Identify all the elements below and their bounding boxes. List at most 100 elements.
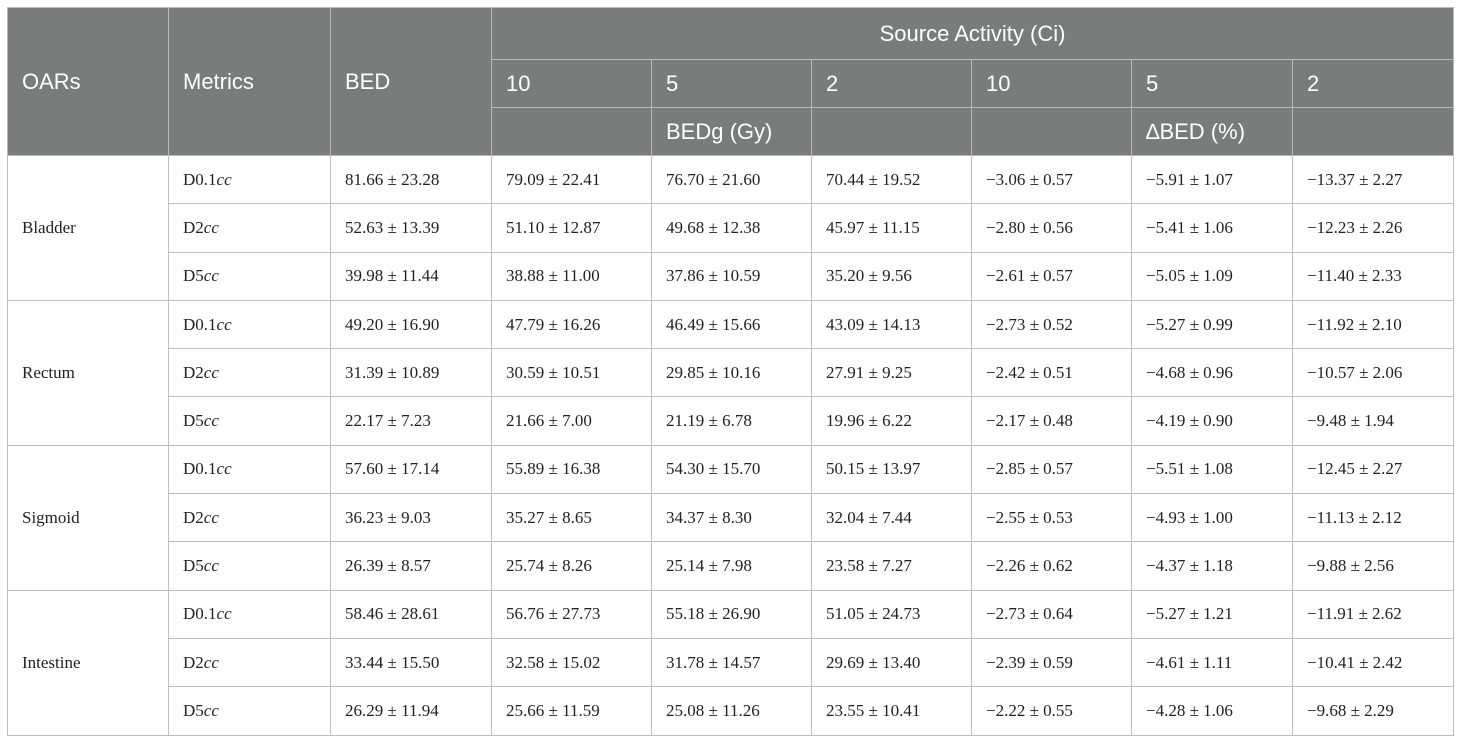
value-cell: 36.23 ± 9.03 [330, 493, 492, 543]
value-cell: 23.55 ± 10.41 [811, 686, 972, 736]
metric-prefix: D0.1 [183, 459, 217, 479]
header-activity: 10 [971, 59, 1132, 108]
value-cell: 22.17 ± 7.23 [330, 396, 492, 446]
header-bedg: BEDg (Gy) [651, 107, 812, 156]
metric-prefix: D2 [183, 217, 204, 237]
metric-unit: cc [203, 507, 219, 527]
table-row: D5cc 26.29 ± 11.94 25.66 ± 11.59 25.08 ± 11… [8, 686, 1455, 736]
header-blank [491, 107, 652, 156]
value-cell: 58.46 ± 28.61 [330, 589, 492, 639]
value-cell: 25.08 ± 11.26 [651, 686, 812, 736]
value-cell: −2.85 ± 0.57 [971, 444, 1132, 495]
metric-cell: D2cc [168, 637, 331, 688]
value-cell: −11.91 ± 2.62 [1291, 589, 1455, 639]
value-cell: 76.70 ± 21.60 [651, 154, 812, 205]
value-cell: −3.06 ± 0.57 [971, 154, 1132, 205]
value-cell: 47.79 ± 16.26 [491, 299, 652, 350]
value-cell: 35.20 ± 9.56 [811, 251, 972, 301]
value-cell: −5.91 ± 1.07 [1131, 154, 1293, 205]
value-cell: 26.29 ± 11.94 [330, 686, 492, 736]
metric-unit: cc [216, 604, 232, 624]
value-cell: 46.49 ± 15.66 [651, 299, 812, 350]
table-row: D5cc 39.98 ± 11.44 38.88 ± 11.00 37.86 ± 10… [8, 251, 1455, 301]
header-bed: BED [330, 7, 492, 156]
value-cell: −2.55 ± 0.53 [971, 493, 1132, 543]
metric-prefix: D0.1 [183, 314, 217, 334]
metric-cell: D5cc [168, 686, 331, 736]
table-row: Bladder D0.1cc 81.66 ± 23.28 79.09 ± 22.41 7… [7, 154, 1455, 301]
metric-prefix: D2 [183, 507, 204, 527]
value-cell: 34.37 ± 8.30 [651, 493, 812, 543]
value-cell: 31.39 ± 10.89 [330, 348, 492, 398]
table-header: OARs Metrics BED Source Activity (Ci) 10… [7, 7, 1455, 156]
value-cell: 31.78 ± 14.57 [651, 637, 812, 688]
value-cell: −5.27 ± 1.21 [1131, 589, 1293, 639]
value-cell: −2.73 ± 0.52 [971, 299, 1132, 350]
value-cell: 25.14 ± 7.98 [651, 541, 812, 591]
table-row: Rectum D0.1 cc 49.20 ± 16.90 47.79 ± 16.26 46… [7, 299, 1455, 446]
metric-prefix: D0.1 [183, 604, 217, 624]
metric-cell: D2cc [168, 203, 331, 253]
value-cell: 26.39 ± 8.57 [330, 541, 492, 591]
value-cell: −2.26 ± 0.62 [971, 541, 1132, 591]
value-cell: −10.41 ± 2.42 [1291, 637, 1455, 688]
value-cell: 49.20 ± 16.90 [330, 299, 492, 350]
value-cell: 57.60 ± 17.14 [330, 444, 492, 495]
value-cell: −5.51 ± 1.08 [1131, 444, 1293, 495]
value-cell: 70.44 ± 19.52 [811, 154, 972, 205]
metric-prefix: D5 [183, 266, 204, 286]
header-activity: 10 [491, 59, 652, 108]
value-cell: −4.61 ± 1.11 [1131, 637, 1293, 688]
header-activity: 5 [1131, 59, 1293, 108]
value-cell: −5.05 ± 1.09 [1131, 251, 1293, 301]
value-cell: 27.91 ± 9.25 [811, 348, 972, 398]
value-cell: 52.63 ± 13.39 [330, 203, 492, 253]
table-row: D5cc 26.39 ± 8.57 25.74 ± 8.26 25.14 ± 7.98… [8, 541, 1455, 591]
value-cell: 35.27 ± 8.65 [491, 493, 652, 543]
value-cell: 79.09 ± 22.41 [491, 154, 652, 205]
organ-cell: Rectum [7, 299, 169, 446]
value-cell: −2.42 ± 0.51 [971, 348, 1132, 398]
metric-cell: D0.1cc [168, 589, 331, 639]
table-row: D2cc 33.44 ± 15.50 32.58 ± 15.02 31.78 ± 14… [8, 637, 1455, 688]
value-cell: 25.66 ± 11.59 [491, 686, 652, 736]
table-row: D2cc 36.23 ± 9.03 35.27 ± 8.65 34.37 ± 8.30… [8, 493, 1455, 543]
value-cell: 23.58 ± 7.27 [811, 541, 972, 591]
value-cell: −4.19 ± 0.90 [1131, 396, 1293, 446]
value-cell: −13.37 ± 2.27 [1291, 154, 1455, 205]
metric-unit: cc [203, 652, 219, 672]
value-cell: 19.96 ± 6.22 [811, 396, 972, 446]
value-cell: 29.85 ± 10.16 [651, 348, 812, 398]
header-source-activity: Source Activity (Ci) [490, 7, 1455, 60]
value-cell: 32.04 ± 7.44 [811, 493, 972, 543]
bed-table: OARs Metrics BED Source Activity (Ci) 10… [7, 7, 1455, 736]
metric-cell: D2cc [168, 348, 331, 398]
header-blank [811, 107, 972, 156]
metric-cell: D5cc [168, 396, 331, 446]
value-cell: −2.80 ± 0.56 [971, 203, 1132, 253]
value-cell: 51.10 ± 12.87 [491, 203, 652, 253]
table-row: Sigmoid D0.1cc 57.60 ± 17.14 55.89 ± 16.38 5… [7, 444, 1455, 591]
value-cell: 51.05 ± 24.73 [811, 589, 972, 639]
value-cell: −5.41 ± 1.06 [1131, 203, 1293, 253]
value-cell: −4.37 ± 1.18 [1131, 541, 1293, 591]
metric-unit: cc [203, 411, 219, 431]
value-cell: −4.28 ± 1.06 [1131, 686, 1293, 736]
organ-cell: Intestine [7, 589, 169, 736]
metric-prefix: D0.1 [183, 169, 217, 189]
value-cell: 43.09 ± 14.13 [811, 299, 972, 350]
value-cell: −11.40 ± 2.33 [1291, 251, 1455, 301]
header-delta-bed: ∆BED (%) [1131, 107, 1293, 156]
value-cell: −11.92 ± 2.10 [1291, 299, 1455, 350]
metric-cell: D2cc [168, 493, 331, 543]
value-cell: −12.45 ± 2.27 [1291, 444, 1455, 495]
metric-unit: cc [203, 556, 219, 576]
value-cell: −2.17 ± 0.48 [971, 396, 1132, 446]
value-cell: −5.27 ± 0.99 [1131, 299, 1293, 350]
value-cell: 55.18 ± 26.90 [651, 589, 812, 639]
table-body: Bladder D0.1cc 81.66 ± 23.28 79.09 ± 22.41 7… [7, 154, 1455, 736]
value-cell: 21.19 ± 6.78 [651, 396, 812, 446]
value-cell: 38.88 ± 11.00 [491, 251, 652, 301]
value-cell: 37.86 ± 10.59 [651, 251, 812, 301]
value-cell: −2.61 ± 0.57 [971, 251, 1132, 301]
